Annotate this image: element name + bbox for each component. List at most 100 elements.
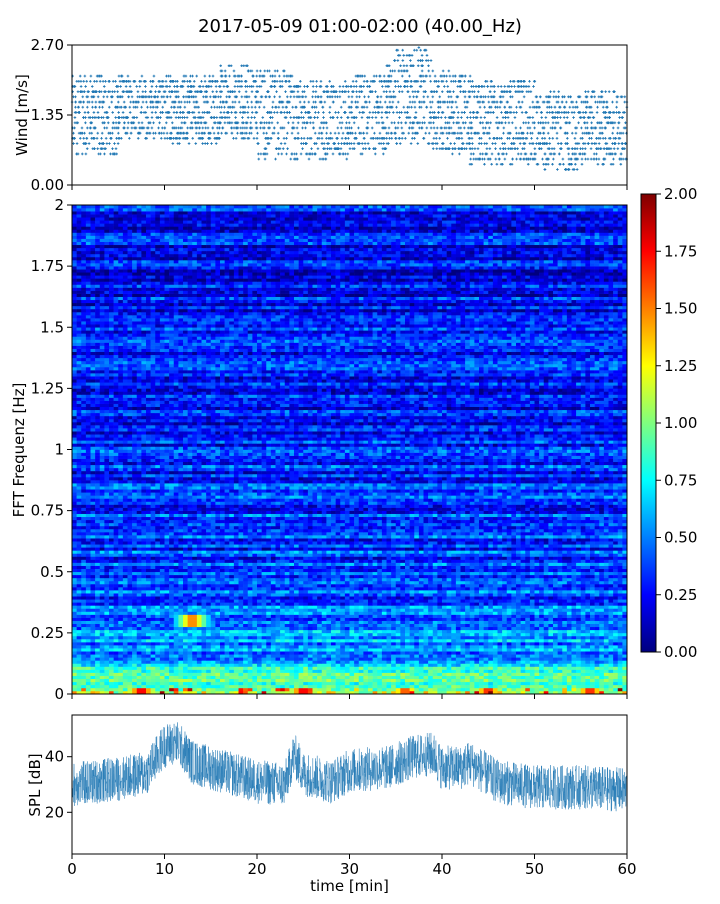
spectrogram-cell [558,670,563,673]
spectrogram-cell [169,676,174,679]
spectrogram-cell [479,682,484,685]
spectrogram-cell [451,651,456,654]
spectrogram-cell [350,670,355,673]
spectrogram-cell [618,673,623,676]
spectrogram-cell [363,670,368,673]
spectrogram-cell [396,648,401,651]
spectrogram-cell [350,673,355,676]
spectrogram-cell [484,676,489,679]
spectrogram-cell [414,670,419,673]
spectrogram-cell [502,688,507,691]
spectrogram-cell [595,670,600,673]
spectrogram-cell [595,688,600,691]
spectrogram-cell [155,654,160,657]
spectrogram-cell [183,676,188,679]
spectrogram-cell [493,666,498,669]
spectrogram-cell [104,688,109,691]
spectrogram-cell [511,660,516,663]
spectrogram-cell [308,651,313,654]
spectrogram-cell [215,666,220,669]
spectrogram-cell [322,654,327,657]
spectrogram-cell [396,645,401,648]
spectrogram-cell [562,663,567,666]
spectrogram-cell [128,645,133,648]
spectrogram-cell [618,660,623,663]
spectrogram-cell [437,651,442,654]
spectrogram-cell [461,685,466,688]
spectrogram-cell [488,651,493,654]
spectrogram-cell [433,676,438,679]
spectrogram-cell [419,679,424,682]
spectrogram-cell [340,651,345,654]
spectrogram-cell [424,673,429,676]
spectrogram-cell [340,657,345,660]
spectrogram-cell [410,654,415,657]
spectrogram-cell [169,685,174,688]
spectrogram-cell [188,654,193,657]
spectrogram-cell [234,685,239,688]
spectrogram-cell [599,685,604,688]
spectrogram-cell [248,676,253,679]
spectrogram-cell [493,657,498,660]
spectrogram-cell [595,654,600,657]
spectrogram-cell [257,688,262,691]
spectrogram-cell [345,670,350,673]
spectrogram-cell [419,663,424,666]
spectrogram-cell [271,663,276,666]
spectrogram-cell [77,660,82,663]
spectrogram-cell [461,666,466,669]
spectrogram-cell [183,654,188,657]
spectrogram-cell [137,648,142,651]
spectrogram-cell [521,673,526,676]
spectrogram-cell [280,673,285,676]
spectrogram-cell [618,654,623,657]
spectrogram-cell [81,657,86,660]
spectrogram-cell [280,645,285,648]
spectrogram-cell [433,663,438,666]
spectrogram-cell [326,654,331,657]
spectrogram-cell [516,682,521,685]
spectrogram-cell [567,676,572,679]
spectrogram-cell [331,676,336,679]
spectrogram-cell [345,676,350,679]
spectrogram-cell [359,663,364,666]
spectrogram-cell [400,666,405,669]
spectrogram-cell [225,673,230,676]
spectrogram-cell [266,648,271,651]
spectrogram-cell [118,657,123,660]
spectrogram-cell [239,673,244,676]
spectrogram-cell [456,670,461,673]
spectrogram-cell [206,685,211,688]
spectrogram-cell [410,673,415,676]
spectrogram-cell [419,666,424,669]
spectrogram-cell [456,666,461,669]
spectrogram-cell [114,663,119,666]
spectrogram-cell [507,670,512,673]
spectrogram-cell [271,648,276,651]
spectrogram-cell [498,682,503,685]
spectrogram-cell [303,645,308,648]
spectrogram-cell [405,676,410,679]
spectrogram-cell [289,679,294,682]
spectrogram-cell [350,679,355,682]
spectrogram-cell [437,676,442,679]
spectrogram-cell [313,688,318,691]
spectrogram-cell [567,651,572,654]
spectrogram-cell [276,648,281,651]
spectrogram-cell [433,682,438,685]
spectrogram-cell [169,657,174,660]
spectrogram-cell [257,685,262,688]
spectrogram-cell [498,657,503,660]
spectrogram-cell [424,660,429,663]
spectrogram-cell [590,679,595,682]
spectrogram-cell [502,679,507,682]
spectrogram-cell [382,663,387,666]
spectrogram-cell [211,670,216,673]
spectrogram-cell [271,685,276,688]
spectrogram-cell [141,673,146,676]
spectrogram-cell [95,648,100,651]
spectrogram-cell [609,657,614,660]
spectrogram-cell [391,679,396,682]
spectrogram-cell [447,673,452,676]
spectrogram-cell [609,648,614,651]
